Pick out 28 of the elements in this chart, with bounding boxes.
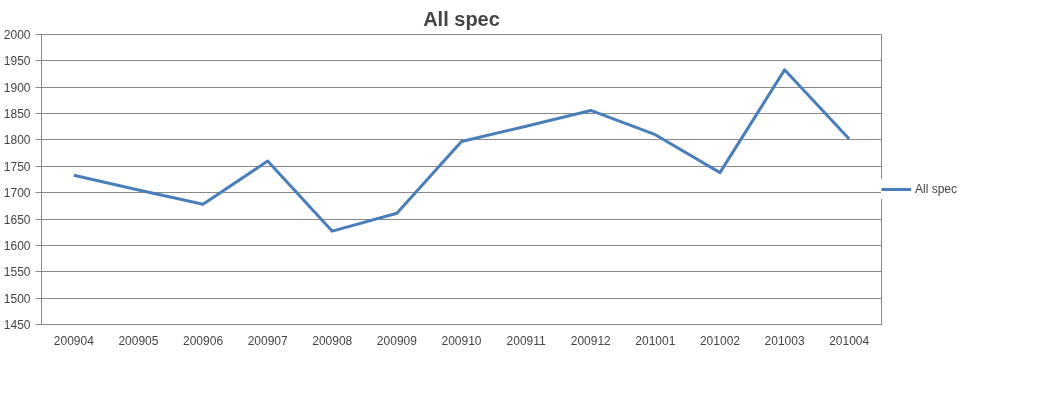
x-tick-label: 200909 bbox=[376, 333, 418, 348]
y-tick-label: 1850 bbox=[3, 107, 31, 122]
y-tick-label: 1600 bbox=[3, 238, 31, 253]
x-tick-label: 200906 bbox=[183, 333, 224, 348]
x-tick-label: 200911 bbox=[506, 333, 547, 348]
x-tick-label: 201003 bbox=[764, 333, 805, 348]
x-tick-label: 200912 bbox=[570, 333, 612, 348]
x-tick-label: 200905 bbox=[118, 333, 159, 348]
y-tick-label: 1750 bbox=[3, 159, 31, 174]
x-tick-label: 200908 bbox=[312, 333, 353, 348]
x-tick-label: 200910 bbox=[441, 333, 482, 348]
x-tick-label: 201001 bbox=[635, 333, 676, 348]
y-tick-label: 1500 bbox=[3, 291, 31, 306]
y-tick-label: 1900 bbox=[3, 80, 31, 95]
y-tick-label: 1450 bbox=[3, 318, 31, 332]
y-tick-label: 1650 bbox=[3, 212, 31, 227]
x-tick-label: 201002 bbox=[699, 333, 741, 348]
chart-title: All spec bbox=[423, 7, 500, 30]
y-tick-label: 2000 bbox=[3, 28, 31, 42]
y-tick-label: 1700 bbox=[3, 186, 31, 201]
y-tick-label: 1800 bbox=[3, 133, 31, 148]
x-tick-label: 200907 bbox=[247, 333, 288, 348]
legend-label: All spec bbox=[915, 182, 958, 196]
x-tick-label: 200904 bbox=[53, 333, 95, 348]
line-series bbox=[72, 68, 851, 233]
x-tick-label: 201004 bbox=[829, 333, 870, 348]
y-tick-label: 1950 bbox=[3, 54, 31, 69]
y-tick-label: 1550 bbox=[3, 265, 31, 280]
